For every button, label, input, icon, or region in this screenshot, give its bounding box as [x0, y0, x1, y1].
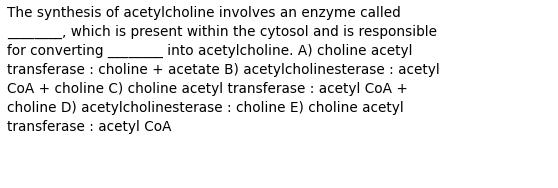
Text: The synthesis of acetylcholine involves an enzyme called
________, which is pres: The synthesis of acetylcholine involves … [7, 6, 440, 134]
